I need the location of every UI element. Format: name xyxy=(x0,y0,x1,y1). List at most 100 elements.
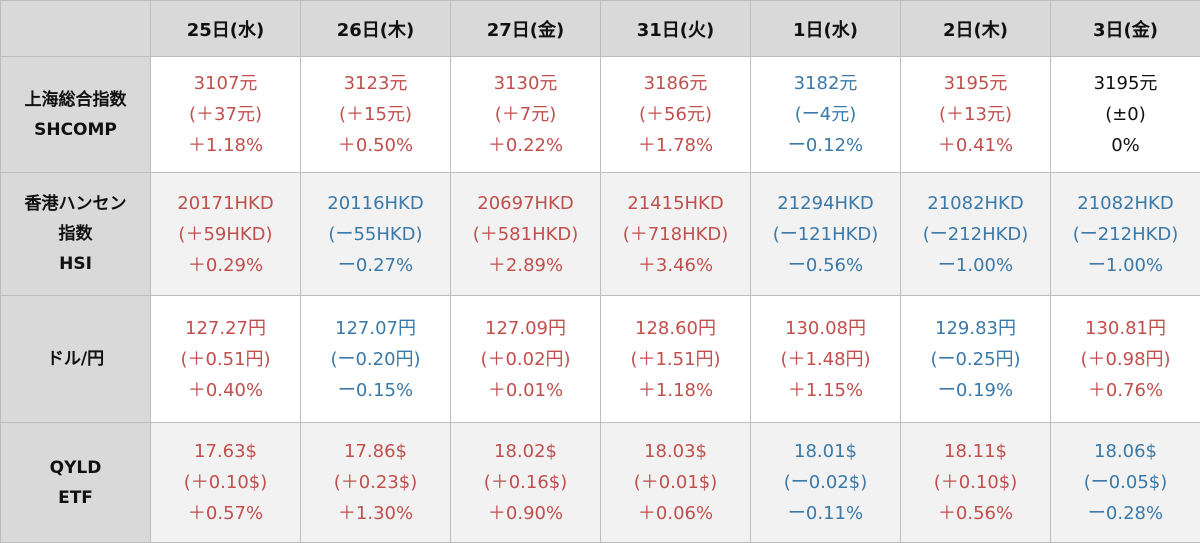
column-header: 25日(水) xyxy=(151,1,301,57)
cell-value: 18.11$ xyxy=(901,436,1050,467)
cell-value: 127.07円 xyxy=(301,313,450,344)
cell-value: 17.86$ xyxy=(301,436,450,467)
cell-percent: ＋0.76% xyxy=(1051,375,1200,406)
cell-change: (＋56元) xyxy=(601,99,750,130)
cell-value: 21082HKD xyxy=(901,188,1050,219)
data-cell: 18.02$(＋0.16$)＋0.90% xyxy=(451,423,601,543)
cell-change: (＋15元) xyxy=(301,99,450,130)
data-cell: 17.86$(＋0.23$)＋1.30% xyxy=(301,423,451,543)
cell-percent: ＋0.90% xyxy=(451,498,600,529)
data-cell: 127.27円(＋0.51円)＋0.40% xyxy=(151,296,301,423)
cell-percent: ＋0.57% xyxy=(151,498,300,529)
data-cell: 3186元(＋56元)＋1.78% xyxy=(601,57,751,173)
corner-cell xyxy=(1,1,151,57)
cell-change: (＋59HKD) xyxy=(151,219,300,250)
cell-percent: ー1.00% xyxy=(1051,250,1200,281)
data-cell: 17.63$(＋0.10$)＋0.57% xyxy=(151,423,301,543)
cell-value: 3182元 xyxy=(751,68,900,99)
cell-value: 18.01$ xyxy=(751,436,900,467)
cell-change: (＋7元) xyxy=(451,99,600,130)
cell-value: 17.63$ xyxy=(151,436,300,467)
data-cell: 18.03$(＋0.01$)＋0.06% xyxy=(601,423,751,543)
cell-percent: ＋1.78% xyxy=(601,130,750,161)
cell-change: (＋0.10$) xyxy=(151,467,300,498)
column-header: 2日(木) xyxy=(901,1,1051,57)
cell-percent: ー0.28% xyxy=(1051,498,1200,529)
cell-value: 18.02$ xyxy=(451,436,600,467)
row-label-line: 指数 xyxy=(1,219,150,249)
cell-value: 18.06$ xyxy=(1051,436,1200,467)
cell-change: (ー0.05$) xyxy=(1051,467,1200,498)
cell-change: (＋718HKD) xyxy=(601,219,750,250)
cell-value: 3186元 xyxy=(601,68,750,99)
cell-change: (＋37元) xyxy=(151,99,300,130)
cell-value: 18.03$ xyxy=(601,436,750,467)
data-cell: 3123元(＋15元)＋0.50% xyxy=(301,57,451,173)
row-label-line: SHCOMP xyxy=(1,115,150,145)
cell-percent: ＋0.40% xyxy=(151,375,300,406)
data-cell: 130.08円(＋1.48円)＋1.15% xyxy=(751,296,901,423)
header-row: 25日(水) 26日(木) 27日(金) 31日(火) 1日(水) 2日(木) … xyxy=(1,1,1200,57)
cell-value: 3107元 xyxy=(151,68,300,99)
cell-change: (＋581HKD) xyxy=(451,219,600,250)
row-label: ドル/円 xyxy=(1,296,151,423)
row-label-line: 上海総合指数 xyxy=(1,85,150,115)
cell-percent: ー0.19% xyxy=(901,375,1050,406)
data-cell: 21294HKD(ー121HKD)ー0.56% xyxy=(751,173,901,296)
cell-change: (＋1.51円) xyxy=(601,344,750,375)
data-cell: 3195元(±0)0% xyxy=(1051,57,1200,173)
cell-percent: ー0.56% xyxy=(751,250,900,281)
cell-change: (＋0.02円) xyxy=(451,344,600,375)
cell-value: 20697HKD xyxy=(451,188,600,219)
cell-percent: ＋0.41% xyxy=(901,130,1050,161)
cell-change: (＋0.10$) xyxy=(901,467,1050,498)
cell-value: 127.27円 xyxy=(151,313,300,344)
cell-change: (ー0.25円) xyxy=(901,344,1050,375)
cell-value: 130.08円 xyxy=(751,313,900,344)
cell-value: 127.09円 xyxy=(451,313,600,344)
data-cell: 127.09円(＋0.02円)＋0.01% xyxy=(451,296,601,423)
data-cell: 130.81円(＋0.98円)＋0.76% xyxy=(1051,296,1200,423)
row-label-line: 香港ハンセン xyxy=(1,189,150,219)
data-cell: 3130元(＋7元)＋0.22% xyxy=(451,57,601,173)
cell-percent: ＋1.18% xyxy=(151,130,300,161)
cell-percent: ー0.12% xyxy=(751,130,900,161)
cell-percent: ＋0.56% xyxy=(901,498,1050,529)
cell-change: (ー0.20円) xyxy=(301,344,450,375)
data-cell: 128.60円(＋1.51円)＋1.18% xyxy=(601,296,751,423)
cell-change: (ー212HKD) xyxy=(1051,219,1200,250)
cell-value: 3130元 xyxy=(451,68,600,99)
data-cell: 3182元(ー4元)ー0.12% xyxy=(751,57,901,173)
cell-percent: ＋1.15% xyxy=(751,375,900,406)
cell-value: 3123元 xyxy=(301,68,450,99)
data-cell: 18.01$(ー0.02$)ー0.11% xyxy=(751,423,901,543)
cell-percent: ＋0.29% xyxy=(151,250,300,281)
cell-change: (＋0.23$) xyxy=(301,467,450,498)
row-label-line: ETF xyxy=(1,483,150,513)
data-cell: 20697HKD(＋581HKD)＋2.89% xyxy=(451,173,601,296)
cell-change: (＋0.98円) xyxy=(1051,344,1200,375)
data-cell: 129.83円(ー0.25円)ー0.19% xyxy=(901,296,1051,423)
row-label-line: QYLD xyxy=(1,453,150,483)
cell-value: 20116HKD xyxy=(301,188,450,219)
data-cell: 21082HKD(ー212HKD)ー1.00% xyxy=(901,173,1051,296)
cell-percent: ＋0.22% xyxy=(451,130,600,161)
cell-change: (±0) xyxy=(1051,99,1200,130)
cell-percent: ー0.15% xyxy=(301,375,450,406)
cell-change: (ー212HKD) xyxy=(901,219,1050,250)
cell-change: (ー4元) xyxy=(751,99,900,130)
cell-value: 21294HKD xyxy=(751,188,900,219)
column-header: 1日(水) xyxy=(751,1,901,57)
cell-value: 130.81円 xyxy=(1051,313,1200,344)
cell-change: (ー55HKD) xyxy=(301,219,450,250)
cell-change: (ー0.02$) xyxy=(751,467,900,498)
data-cell: 21415HKD(＋718HKD)＋3.46% xyxy=(601,173,751,296)
cell-percent: ー1.00% xyxy=(901,250,1050,281)
data-cell: 3107元(＋37元)＋1.18% xyxy=(151,57,301,173)
cell-value: 21082HKD xyxy=(1051,188,1200,219)
cell-change: (ー121HKD) xyxy=(751,219,900,250)
